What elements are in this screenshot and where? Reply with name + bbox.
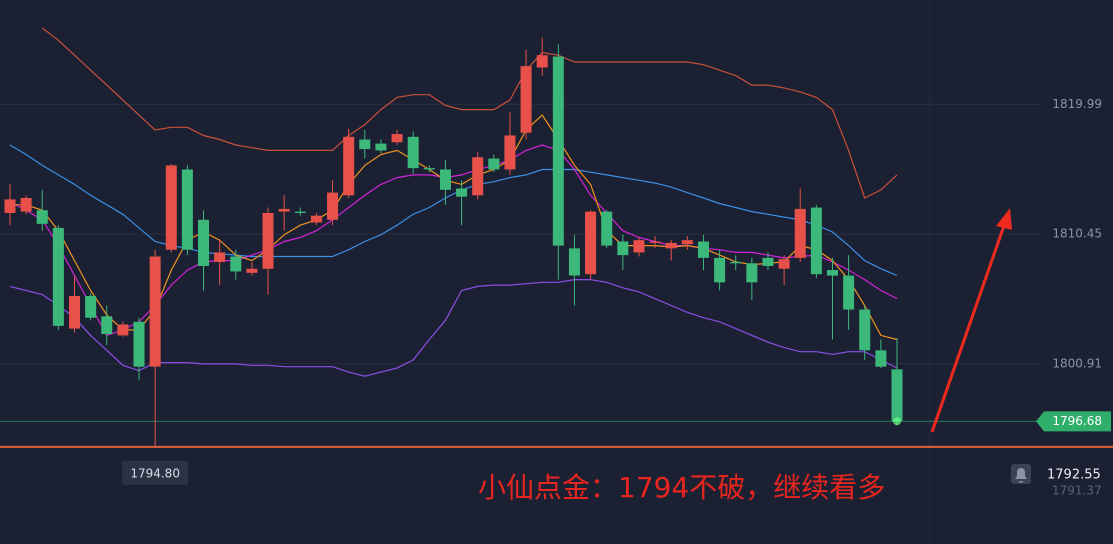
candle-body — [585, 211, 597, 275]
candle-body — [36, 210, 48, 224]
candle-body — [69, 295, 81, 329]
candle-body — [359, 139, 371, 150]
alert-price: 1792.55 — [1047, 468, 1101, 483]
y-tick-label: 1810.45 — [1052, 227, 1102, 241]
indicator-line — [41, 27, 898, 199]
candle-body — [601, 211, 613, 246]
candle-body — [149, 256, 161, 367]
candle-body — [504, 135, 516, 170]
indicator-line — [9, 144, 898, 277]
candle-body — [262, 212, 274, 269]
candle-body — [439, 169, 451, 190]
candle-body — [859, 309, 871, 351]
candle-body — [520, 66, 532, 133]
candle-body — [843, 275, 855, 310]
candle-body — [730, 261, 742, 264]
candle-body — [85, 295, 97, 318]
candle-body — [649, 241, 661, 243]
last-price-label: 1796.68 — [1052, 414, 1102, 428]
arrow-head — [996, 208, 1012, 230]
candle-body — [810, 207, 822, 275]
candle-body — [278, 208, 290, 212]
candle-body — [778, 259, 790, 269]
candle-body — [697, 241, 709, 258]
candle-body — [52, 227, 64, 326]
arrow — [930, 219, 1008, 433]
bid-price: 1791.37 — [1052, 484, 1102, 498]
candle-body — [133, 321, 145, 367]
candle-body — [681, 240, 693, 245]
bell-icon — [1015, 468, 1027, 483]
candle-body — [165, 165, 177, 250]
candle-body — [617, 241, 629, 256]
candle-body — [101, 316, 113, 335]
candle-body — [568, 248, 580, 276]
candle-body — [826, 270, 838, 276]
candle-body — [246, 268, 258, 273]
candle-body — [762, 257, 774, 267]
candle-body — [746, 263, 758, 283]
candle-body — [891, 369, 903, 422]
low-label-box — [122, 460, 189, 485]
candle-body — [665, 242, 677, 249]
candle-body — [391, 134, 403, 143]
candle-body — [423, 168, 435, 170]
candle-body — [181, 169, 193, 250]
candle-body — [472, 157, 484, 196]
candle-body — [552, 56, 564, 246]
candle-body — [714, 257, 726, 283]
candle-body — [536, 55, 548, 68]
annotation: 小仙点金：1794不破，继续看多 — [478, 471, 885, 504]
candle-body — [407, 136, 419, 169]
candle-body — [343, 136, 355, 196]
candle-body — [4, 199, 16, 213]
low-label: 1794.80 — [130, 466, 180, 480]
candle-body — [456, 188, 468, 197]
y-tick-label: 1819.99 — [1052, 97, 1102, 111]
last-price-tag — [1036, 411, 1111, 432]
candle-body — [20, 198, 32, 212]
candle-body — [117, 324, 129, 336]
y-tick-label: 1800.91 — [1052, 356, 1102, 370]
candle-body — [875, 350, 887, 367]
candle-body — [214, 252, 226, 262]
candle-body — [633, 240, 645, 253]
candle-body — [230, 256, 242, 272]
candle-body — [375, 143, 387, 151]
candle-body — [198, 219, 210, 267]
candle-body — [327, 192, 339, 220]
candle-body — [310, 215, 322, 223]
candle-body — [294, 211, 306, 213]
candle-body — [488, 158, 500, 170]
candle-body — [794, 208, 806, 258]
plot: 1800.91 1810.45 1819.99 1794.80 1796.68 — [0, 27, 1113, 485]
last-price-glow — [893, 417, 901, 426]
